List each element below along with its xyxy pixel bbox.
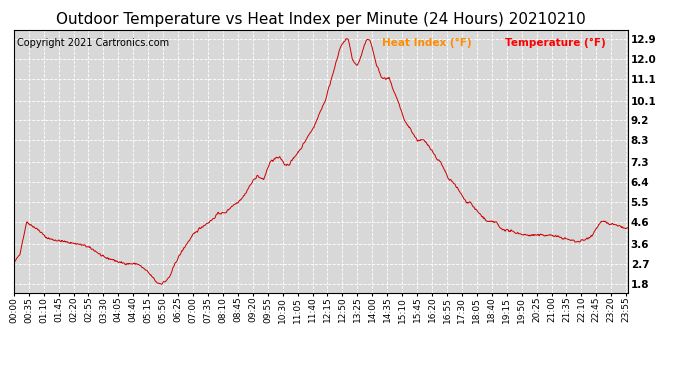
Text: Temperature (°F): Temperature (°F) [505,38,606,48]
Text: Copyright 2021 Cartronics.com: Copyright 2021 Cartronics.com [17,38,169,48]
Title: Outdoor Temperature vs Heat Index per Minute (24 Hours) 20210210: Outdoor Temperature vs Heat Index per Mi… [56,12,586,27]
Text: Heat Index (°F): Heat Index (°F) [382,38,472,48]
